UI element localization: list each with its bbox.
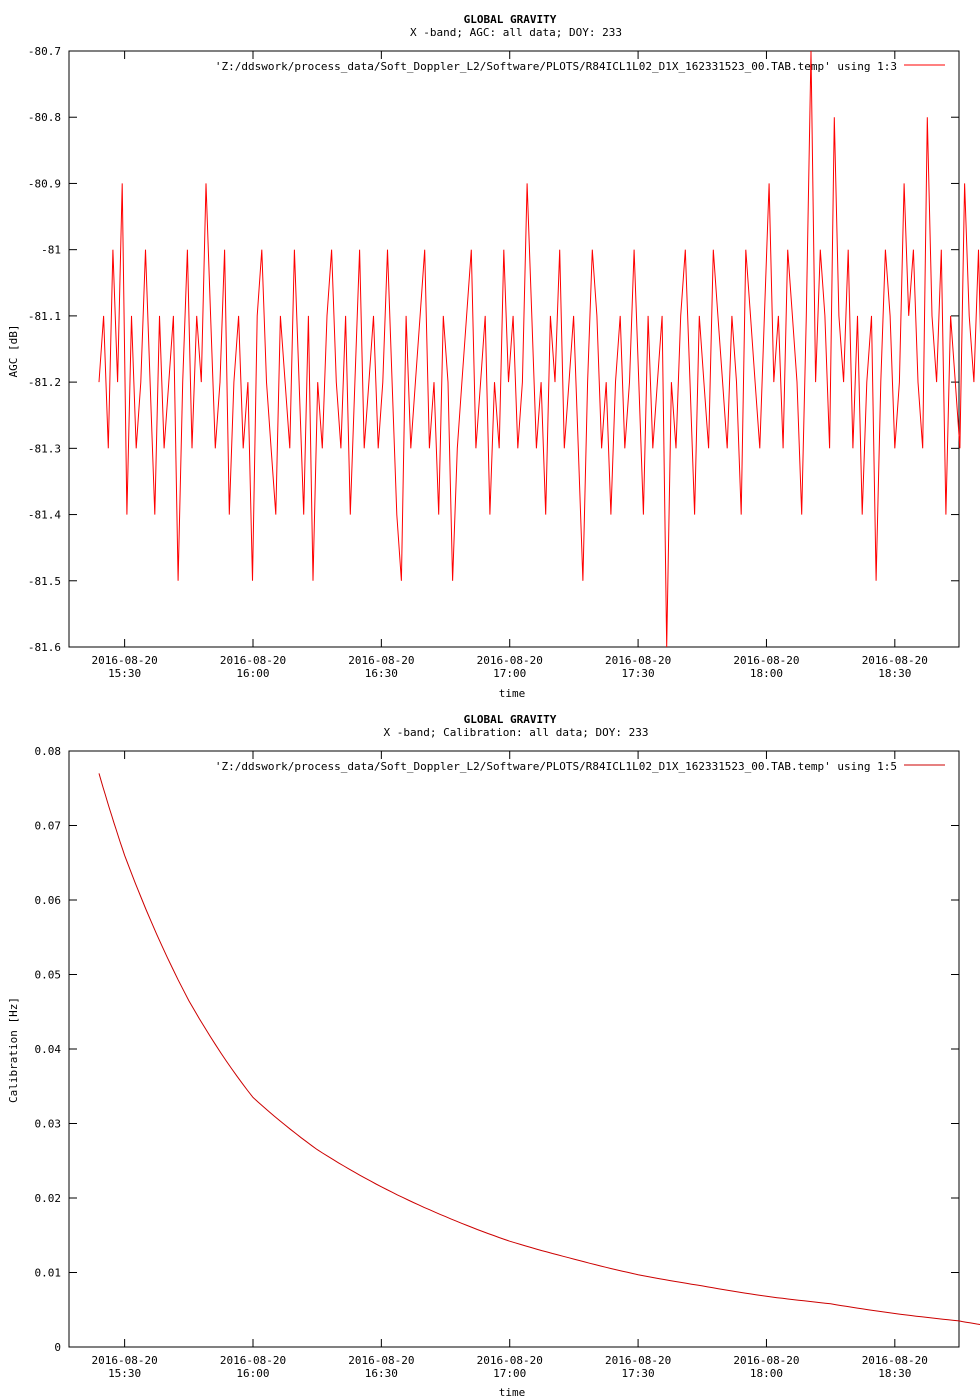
chart-2-legend-label: 'Z:/ddswork/process_data/Soft_Doppler_L2… [215,760,897,773]
chart-2-series-line [98,773,980,1325]
chart-1-xtick-label-date: 2016-08-20 [220,654,286,667]
chart-2-xtick-label-time: 15:30 [108,1367,141,1380]
chart-2-xtick-label-time: 16:00 [236,1367,269,1380]
chart-1-ylabel: AGC [dB] [7,325,20,378]
chart-1-series-line [98,50,980,648]
chart-1-xtick-label-time: 18:00 [750,667,783,680]
chart-1-xtick-label-time: 17:30 [622,667,655,680]
chart-2-ylabel: Calibration [Hz] [7,997,20,1103]
chart-1-xtick-label-time: 18:30 [878,667,911,680]
chart-1-xlabel: time [499,687,526,700]
chart-2-ytick-label: 0.03 [35,1118,62,1131]
chart-2-xtick-label-date: 2016-08-20 [605,1354,671,1367]
chart-1-xtick-label-date: 2016-08-20 [733,654,799,667]
chart-1-ytick-label: -80.7 [28,45,61,58]
chart-1-xtick-label-date: 2016-08-20 [862,654,928,667]
chart-2-xtick-label-time: 18:30 [878,1367,911,1380]
chart-2-xtick-label-time: 17:00 [493,1367,526,1380]
chart-1-xtick-label-time: 15:30 [108,667,141,680]
chart-1-ytick-label: -80.9 [28,177,61,190]
chart-2-ytick-label: 0.02 [35,1192,62,1205]
chart-1-xtick-label-time: 17:00 [493,667,526,680]
chart-1-xtick-label-time: 16:30 [365,667,398,680]
chart-2-xtick-label-time: 16:30 [365,1367,398,1380]
chart-1-frame [68,50,960,648]
chart-2-ytick-label: 0.05 [35,969,62,982]
chart-1-legend-label: 'Z:/ddswork/process_data/Soft_Doppler_L2… [215,60,897,73]
chart-1-ytick-label: -81.6 [28,641,61,654]
chart-1-ytick-label: -80.8 [28,111,61,124]
chart-2-xtick-label-date: 2016-08-20 [477,1354,543,1367]
chart-1-xtick-label-date: 2016-08-20 [477,654,543,667]
chart-1-xtick-label-time: 16:00 [236,667,269,680]
chart-2-title: GLOBAL GRAVITY [464,713,557,726]
chart-1-xtick-label-date: 2016-08-20 [605,654,671,667]
chart-1-ytick-label: -81.5 [28,575,61,588]
chart-1-xtick-label-date: 2016-08-20 [92,654,158,667]
chart-1-ytick-label: -81 [41,244,61,257]
chart-2-ytick-label: 0.04 [35,1043,62,1056]
chart-2-xlabel: time [499,1386,526,1399]
chart-2-ytick-label: 0.07 [35,820,62,833]
chart-1-subtitle: X -band; AGC: all data; DOY: 233 [410,26,622,39]
chart-1-title: GLOBAL GRAVITY [464,13,557,26]
chart-1-ytick-label: -81.3 [28,442,61,455]
chart-2-ytick-label: 0.08 [35,745,62,758]
chart-2-ytick-label: 0.01 [35,1267,62,1280]
chart-2-xtick-label-time: 17:30 [622,1367,655,1380]
chart-2-ytick-label: 0.06 [35,894,62,907]
chart-2-xtick-label-time: 18:00 [750,1367,783,1380]
chart-1-ytick-label: -81.2 [28,376,61,389]
plot-layer: -80.7 -80.8 -80.9 -81 -81.1 -81.2 -81.3 -81.4 -8… [28,45,980,1380]
chart-1-ytick-label: -81.4 [28,509,61,522]
chart-1-xtick-label-date: 2016-08-20 [348,654,414,667]
chart-1-ytick-label: -81.1 [28,310,61,323]
chart-2-ytick-label: 0 [54,1341,61,1354]
chart-2-xtick-label-date: 2016-08-20 [862,1354,928,1367]
chart-2-subtitle: X -band; Calibration: all data; DOY: 233 [384,726,649,739]
chart-2-xtick-label-date: 2016-08-20 [92,1354,158,1367]
chart-2-xtick-label-date: 2016-08-20 [220,1354,286,1367]
chart-2-frame [68,750,960,1348]
chart-2-xtick-label-date: 2016-08-20 [733,1354,799,1367]
chart-2-xtick-label-date: 2016-08-20 [348,1354,414,1367]
